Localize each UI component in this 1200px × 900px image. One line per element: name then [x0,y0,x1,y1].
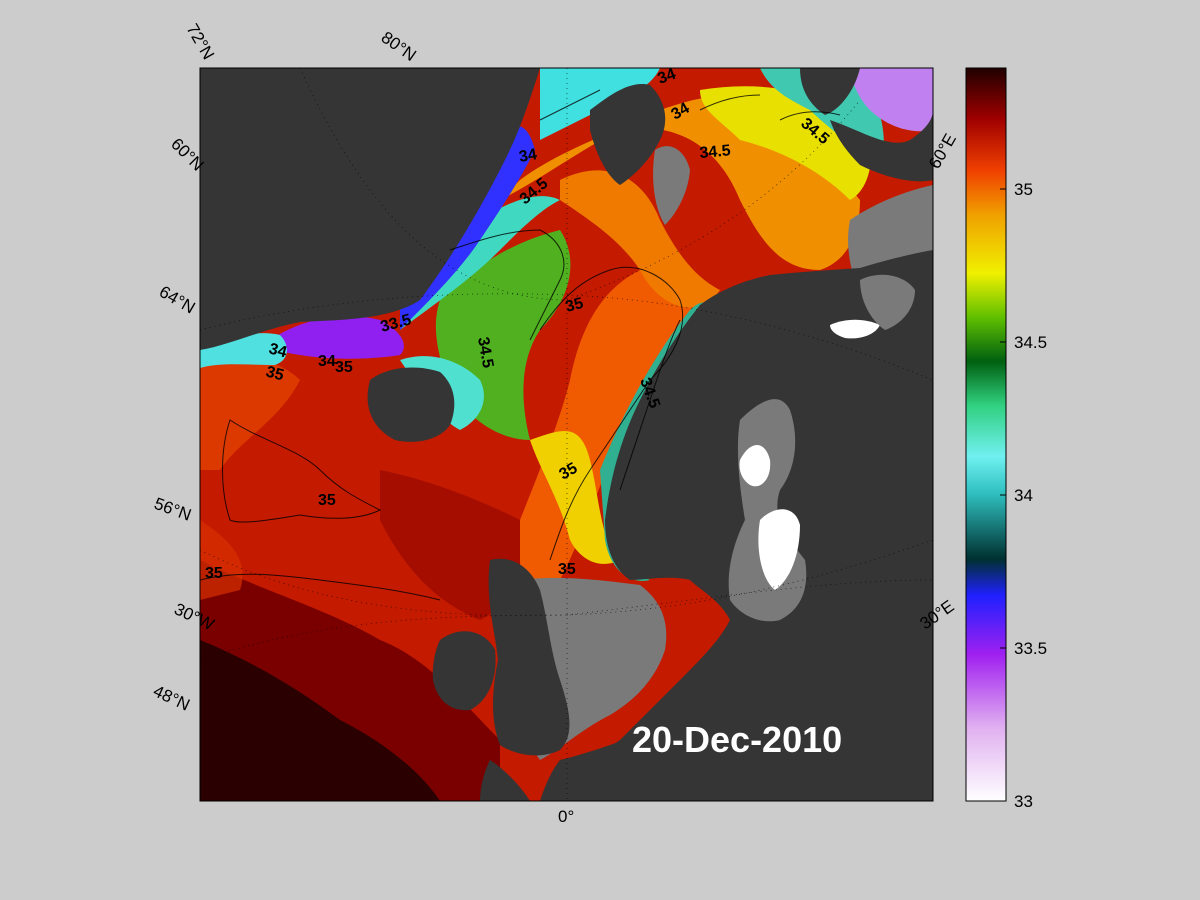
land-canada [200,68,210,110]
map-panel: 34 34 34.5 34 34.5 34.5 35 33.5 34.5 34 … [200,66,933,801]
contour-label: 35 [335,359,353,376]
land-britain [488,558,570,756]
contour-label: 35 [558,561,576,578]
lat-label-48n: 48°N [150,681,192,714]
ocean-cyan-front [400,196,560,330]
lat-label-72n: 72°N [183,21,218,63]
contour-label-group: 34 34 34.5 34 34.5 34.5 35 33.5 34.5 34 … [205,66,832,582]
white-sea-grey [860,274,915,330]
ocean-orange-sw [200,520,243,600]
lon-label-80n: 80°N [378,28,420,65]
lon-label-0: 0° [558,807,574,826]
contour-lines [200,89,841,601]
land-north-islands [800,68,860,115]
contour-label: 35 [205,565,223,582]
colorbar-tick-label: 35 [1014,180,1033,199]
lat-label-64n: 64°N [156,282,198,317]
white-sea [830,319,880,339]
land-novaya-zemlya [830,110,933,182]
land-greenland [200,68,540,350]
colorbar-tick-label: 34 [1014,486,1033,505]
ocean-purple-greenland [269,316,404,359]
contour-label: 34.5 [699,142,732,162]
lat-label-56n: 56°N [152,494,194,525]
baltic-white [739,445,800,590]
colorbar-gradient [965,67,1007,802]
ocean-darkest [200,640,440,801]
ocean-yellow-channel [530,431,620,564]
colorbar: 35 34.5 34 33.5 33 [965,67,1047,811]
land-france [480,760,530,801]
contour-label: 34 [518,146,539,166]
land-iceland [367,367,455,442]
contour-label: 35 [264,363,286,384]
graticule [200,68,933,801]
date-stamp: 20-Dec-2010 [632,719,842,760]
map-frame [199,67,934,802]
contour-label: 35 [557,460,581,484]
contour-label: 34 [318,353,336,370]
ocean-norwegian-orange [560,170,720,308]
land-ireland [432,631,496,711]
land-svalbard-grey [653,146,690,225]
land-svalbard [590,84,666,185]
colorbar-tick-label: 33.5 [1014,639,1047,658]
land-europe [540,645,933,801]
contour-label: 34 [656,66,679,88]
contour-label: 34 [267,340,289,361]
ocean-ne-purple [850,68,933,132]
contour-label: 35 [564,295,586,316]
contour-label: 35 [318,492,336,509]
contour-label: 34.5 [474,336,496,370]
colorbar-tick-label: 33 [1014,792,1033,811]
contour-label: 34 [669,100,693,124]
colorbar-ticks [1000,188,1006,802]
colorbar-tick-label: 34.5 [1014,333,1047,352]
